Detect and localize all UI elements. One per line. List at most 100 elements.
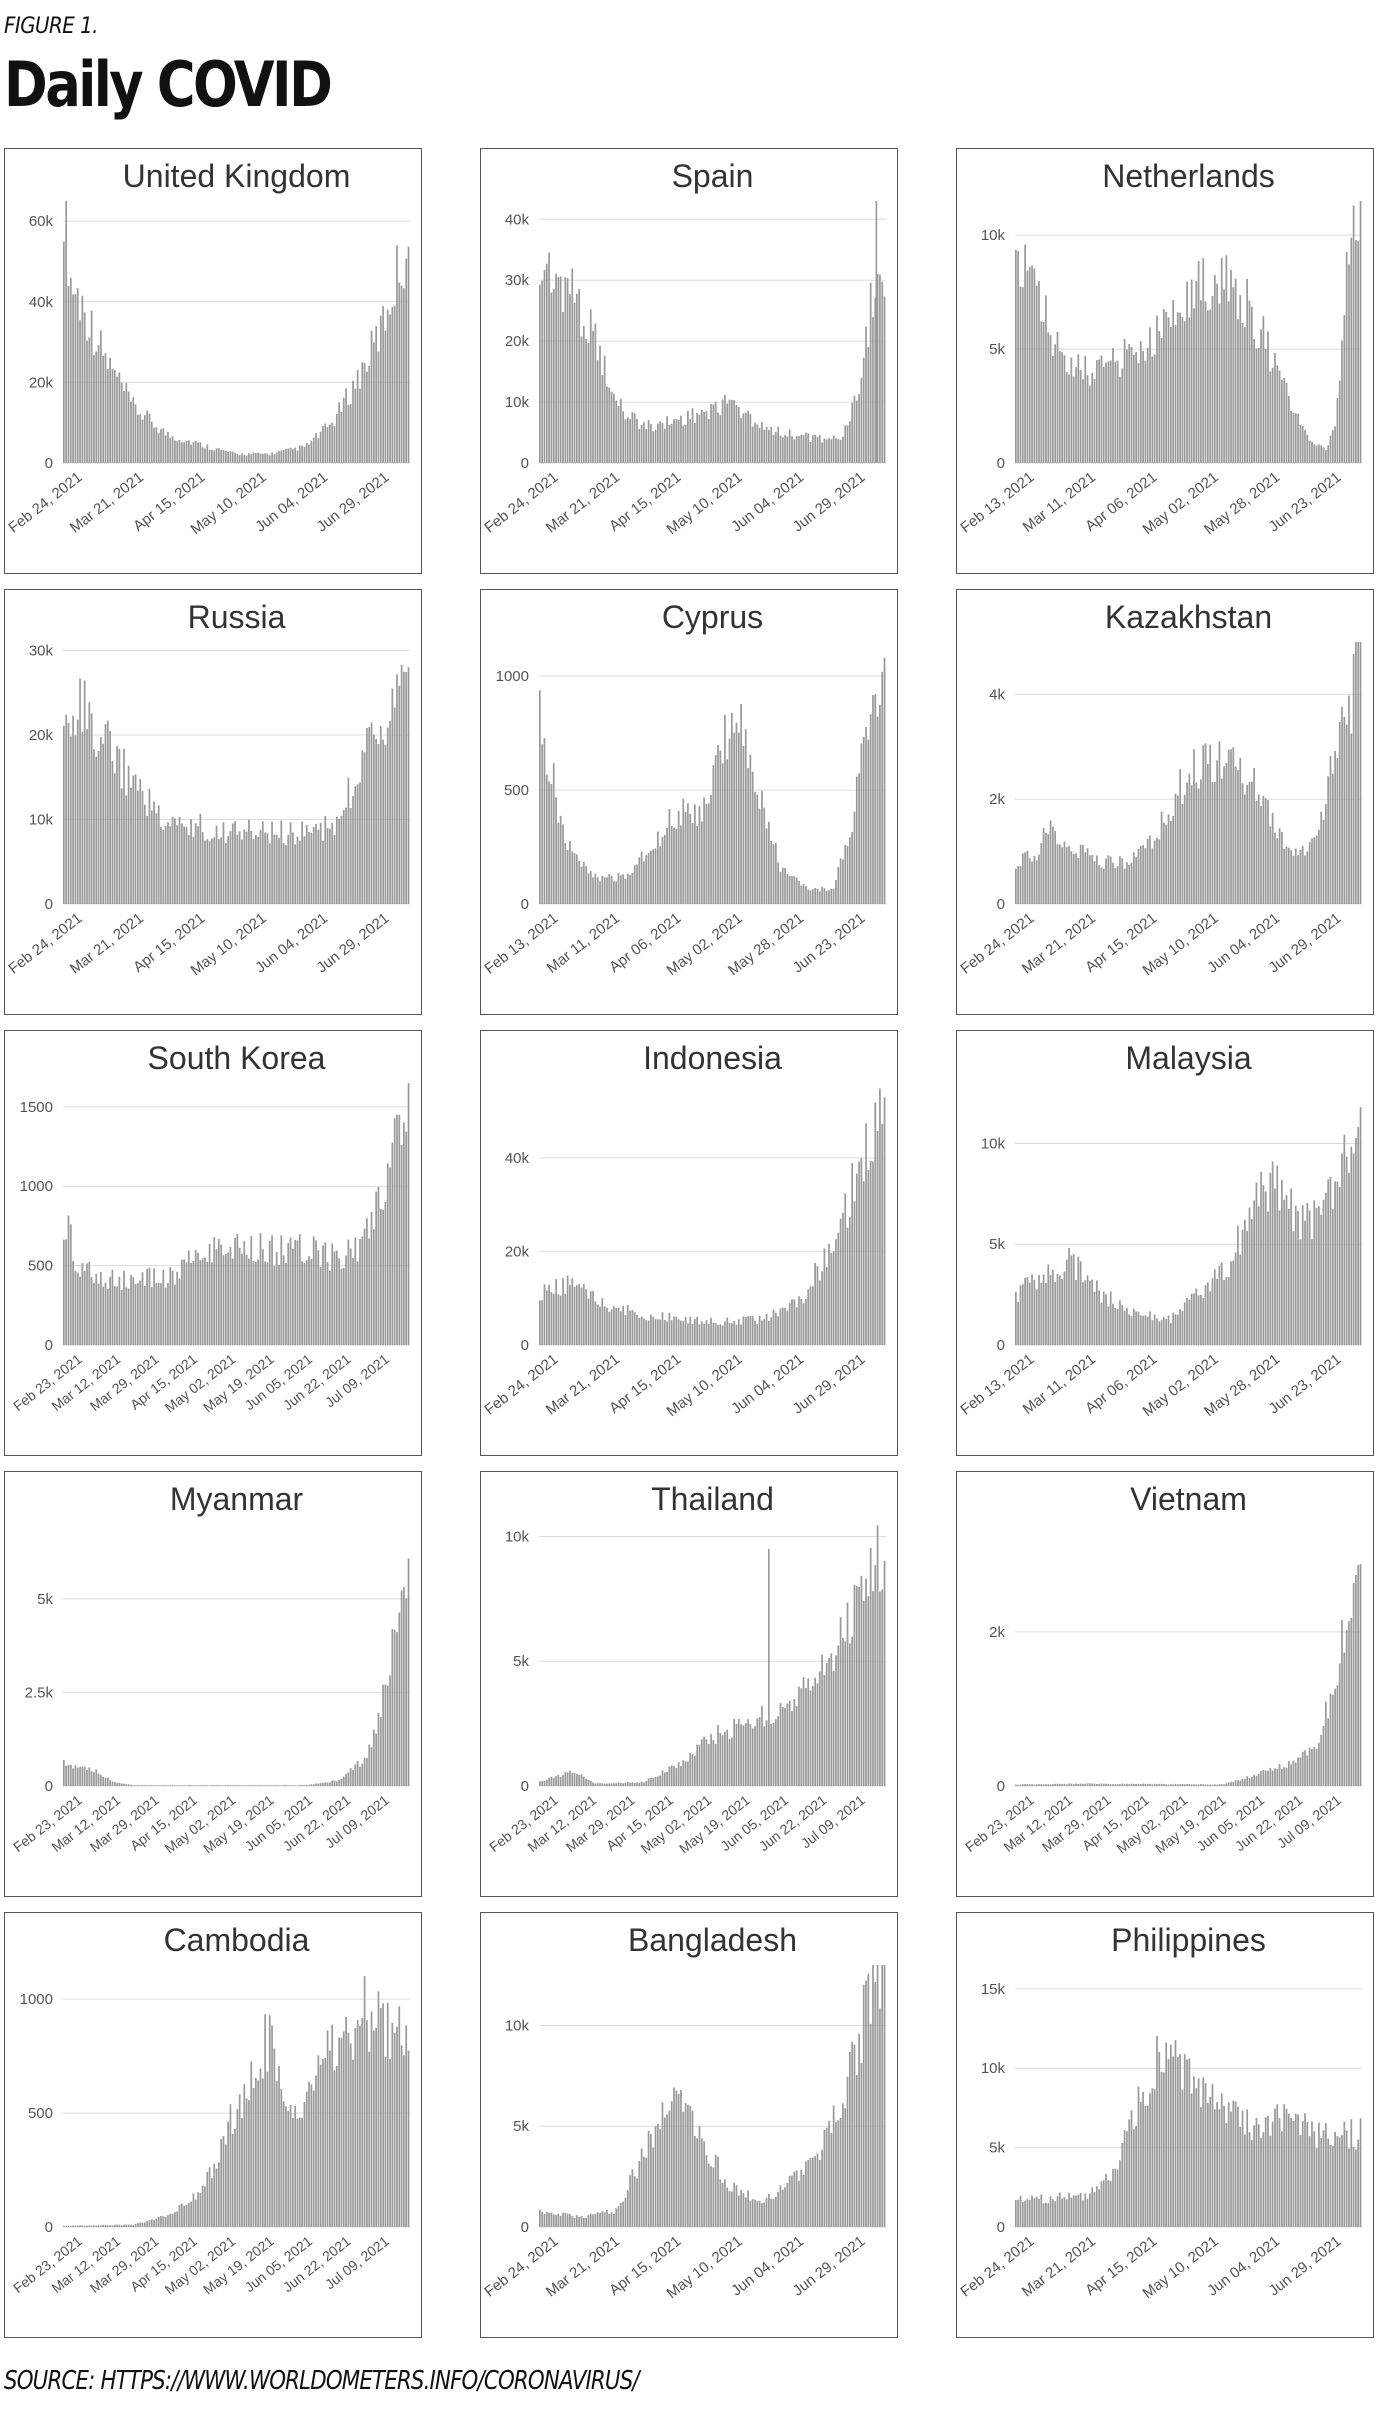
bar [275,834,278,904]
bar [375,326,378,463]
bar [206,1261,209,1345]
bar [273,1785,276,1786]
bar [867,1596,870,1786]
bar [1190,1293,1193,1345]
bar [802,883,805,904]
bar [571,1278,574,1345]
bar [1139,2101,1142,2227]
chart-title: Netherlands [1102,158,1275,194]
bar [1121,1783,1124,1786]
bar [90,310,93,463]
bar [268,2015,271,2227]
bar [167,1282,169,1345]
bar [227,2121,229,2227]
bar [1091,854,1094,904]
bar [828,1657,830,1786]
bar [1070,1255,1073,1345]
bar [1028,2199,1031,2227]
y-tick-label: 500 [504,782,529,799]
bar [1040,321,1043,463]
bar [724,394,726,463]
bar [1047,1784,1050,1786]
bar [645,1780,648,1786]
bar [1308,1747,1311,1786]
bar [1234,278,1237,463]
bar [1149,327,1151,463]
bar [1095,2186,1098,2227]
bar [157,433,160,463]
bar [153,2219,155,2227]
bar [143,415,146,463]
bar [668,1312,671,1345]
bar [1033,855,1036,904]
bar [865,726,867,904]
bar [1065,372,1068,463]
bar [557,1774,560,1786]
bar [220,1785,223,1786]
bar [1082,2200,1084,2227]
bar [761,1706,763,1786]
bar [1345,1156,1348,1345]
bar [83,312,86,463]
bar [1137,848,1140,904]
bar [633,1312,636,1345]
bar [245,2098,248,2227]
bar [333,426,336,463]
bar [167,432,169,463]
bar [844,1193,847,1345]
bar [1348,2148,1350,2227]
bar [1079,1261,1082,1345]
bar [566,1275,569,1345]
bar [1278,1763,1281,1786]
chart-title: Kazakhstan [1105,599,1272,635]
bar [1107,1783,1110,1786]
bar [1019,1285,1022,1345]
chart-title: United Kingdom [123,158,351,194]
bar [1126,862,1128,904]
bar [86,1769,88,1786]
bar [717,745,719,904]
bar [308,1256,310,1345]
bar [1313,2131,1316,2227]
bar [217,448,220,463]
bar [608,2213,611,2227]
bar [1114,361,1117,463]
bar [629,874,631,904]
bar [749,1724,752,1786]
bar [97,2225,100,2227]
bar [280,1785,283,1786]
bar [305,1784,308,1786]
bar [63,725,65,904]
bar [1336,2136,1339,2227]
bar [587,1779,590,1786]
bar [770,427,773,463]
bar [596,1783,599,1786]
bar [543,1284,546,1345]
bar [865,1123,867,1345]
bar [1299,1239,1302,1345]
bar [615,881,618,904]
bar [183,1259,185,1345]
bar [1331,1694,1334,1786]
bar [1102,868,1105,904]
bar [726,1729,729,1786]
bar [1287,395,1290,463]
bar [310,440,313,463]
bar [1294,1205,1297,1345]
bar [811,2157,814,2227]
bar [255,834,257,904]
bar [603,1306,606,1345]
bar [1089,1783,1091,1786]
bar [585,1778,587,1786]
bar [231,2133,234,2227]
bar [137,1785,139,1786]
bar [1033,268,1036,463]
bar [781,1307,784,1345]
bar [1163,1784,1165,1786]
bar [617,1307,620,1345]
bar [707,1323,710,1345]
bar [1077,1256,1080,1345]
bar [698,1744,701,1786]
bar [238,455,241,463]
